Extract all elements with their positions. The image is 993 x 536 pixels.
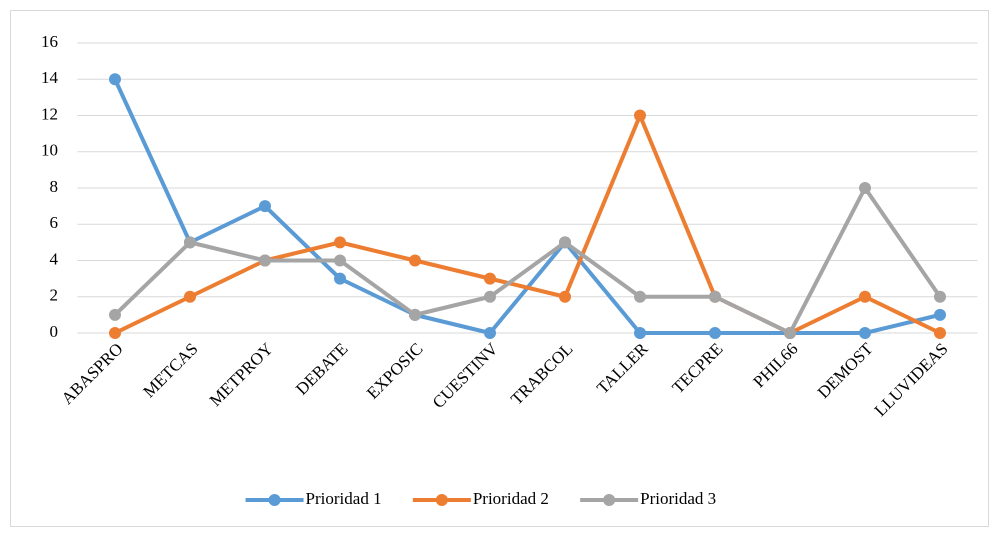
y-tick-label: 0 <box>50 322 59 341</box>
data-point <box>334 254 346 267</box>
y-tick-label: 12 <box>41 104 58 123</box>
data-point <box>709 327 721 339</box>
data-point <box>559 236 571 249</box>
data-point <box>484 272 496 285</box>
data-point <box>334 272 346 285</box>
legend-label: Prioridad 1 <box>306 489 382 508</box>
y-tick-label: 10 <box>41 141 58 160</box>
legend-marker <box>268 494 281 506</box>
data-point <box>709 290 721 303</box>
data-point <box>934 290 946 303</box>
legend-label: Prioridad 2 <box>473 489 549 508</box>
y-tick-label: 8 <box>50 177 59 196</box>
y-tick-label: 14 <box>41 68 59 87</box>
data-point <box>109 327 121 339</box>
y-tick-label: 2 <box>50 286 59 305</box>
data-point <box>859 327 871 339</box>
data-point <box>334 236 346 249</box>
data-point <box>634 290 646 303</box>
data-point <box>259 200 271 213</box>
chart-border <box>10 10 989 527</box>
data-point <box>184 290 196 303</box>
legend-marker <box>435 494 448 506</box>
data-point <box>184 236 196 249</box>
data-point <box>934 327 946 339</box>
data-point <box>109 73 121 86</box>
data-point <box>859 182 871 194</box>
data-point <box>934 308 946 321</box>
data-point <box>484 290 496 303</box>
series-line <box>114 113 941 335</box>
series-line <box>113 186 942 335</box>
data-point <box>859 290 871 303</box>
legend-marker <box>603 494 616 506</box>
y-tick-label: 16 <box>41 32 58 51</box>
y-tick-label: 4 <box>50 249 59 268</box>
data-point <box>109 308 121 321</box>
data-point <box>484 327 496 339</box>
data-point <box>634 327 646 339</box>
data-point <box>559 290 571 303</box>
data-point <box>634 109 646 122</box>
data-point <box>259 254 271 267</box>
legend-label: Prioridad 3 <box>640 489 716 508</box>
data-point <box>784 327 796 339</box>
data-point <box>409 254 421 267</box>
y-tick-label: 6 <box>50 213 59 232</box>
data-point <box>409 308 421 321</box>
